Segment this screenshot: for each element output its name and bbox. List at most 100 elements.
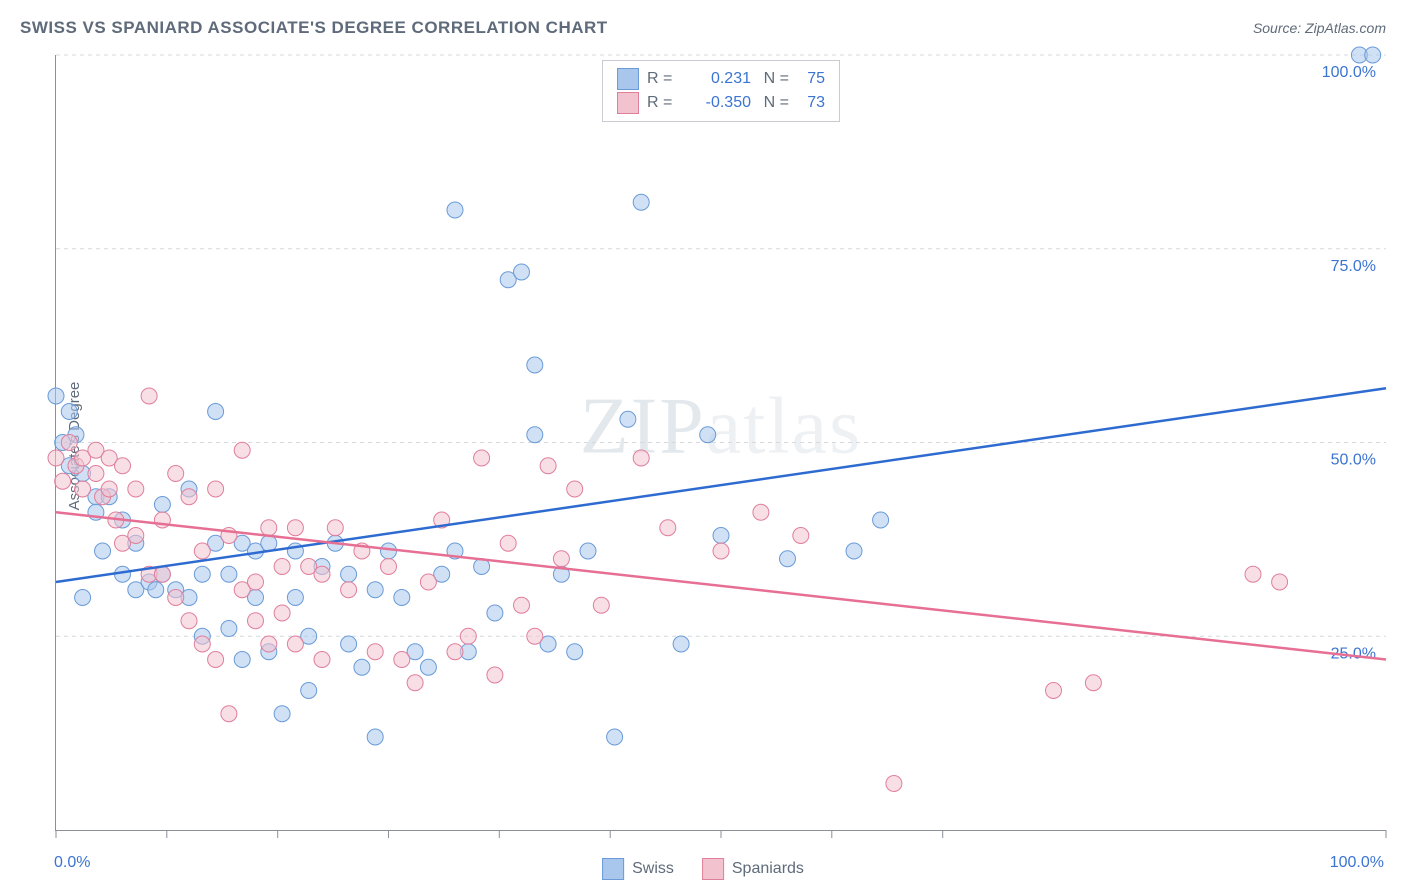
scatter-point [234, 652, 250, 668]
scatter-point [248, 613, 264, 629]
scatter-point [115, 458, 131, 474]
scatter-point [154, 566, 170, 582]
scatter-point [261, 520, 277, 536]
y-grid-label: 75.0% [1331, 258, 1376, 275]
legend-item-swiss: Swiss [602, 858, 674, 880]
scatter-point [341, 582, 357, 598]
scatter-point [367, 582, 383, 598]
scatter-point [181, 489, 197, 505]
scatter-point [527, 628, 543, 644]
y-grid-label: 100.0% [1322, 64, 1376, 81]
scatter-point [607, 729, 623, 745]
scatter-point [181, 613, 197, 629]
scatter-point [327, 520, 343, 536]
plot-area: ZIPatlas R = 0.231 N = 75 R = -0.350 N =… [55, 55, 1386, 831]
scatter-point [128, 528, 144, 544]
scatter-point [487, 605, 503, 621]
scatter-point [168, 466, 184, 482]
scatter-point [248, 574, 264, 590]
legend-series: Swiss Spaniards [602, 858, 804, 880]
chart-title: SWISS VS SPANIARD ASSOCIATE'S DEGREE COR… [20, 18, 608, 38]
scatter-svg: 25.0%50.0%75.0%100.0% [56, 55, 1386, 830]
scatter-point [394, 590, 410, 606]
scatter-point [593, 597, 609, 613]
scatter-point [447, 202, 463, 218]
source-label: Source: ZipAtlas.com [1253, 20, 1386, 36]
scatter-point [55, 473, 71, 489]
scatter-point [314, 652, 330, 668]
scatter-point [633, 194, 649, 210]
scatter-point [88, 466, 104, 482]
scatter-point [341, 566, 357, 582]
legend-label-swiss: Swiss [632, 860, 674, 878]
scatter-point [354, 659, 370, 675]
scatter-point [420, 574, 436, 590]
scatter-point [381, 543, 397, 559]
scatter-point [460, 628, 476, 644]
scatter-point [793, 528, 809, 544]
scatter-point [500, 535, 516, 551]
scatter-point [274, 605, 290, 621]
scatter-point [540, 458, 556, 474]
scatter-point [208, 481, 224, 497]
scatter-point [95, 543, 111, 559]
scatter-point [194, 543, 210, 559]
scatter-point [221, 621, 237, 637]
scatter-point [301, 683, 317, 699]
scatter-point [61, 404, 77, 420]
scatter-point [208, 652, 224, 668]
scatter-point [553, 551, 569, 567]
scatter-point [221, 566, 237, 582]
scatter-point [341, 636, 357, 652]
scatter-point [75, 481, 91, 497]
scatter-point [633, 450, 649, 466]
scatter-point [567, 481, 583, 497]
scatter-point [287, 590, 303, 606]
scatter-point [381, 559, 397, 575]
scatter-point [527, 357, 543, 373]
scatter-point [846, 543, 862, 559]
scatter-point [261, 636, 277, 652]
scatter-point [287, 636, 303, 652]
x-axis-min-label: 0.0% [54, 854, 90, 872]
legend-label-spaniards: Spaniards [732, 860, 804, 878]
scatter-point [1085, 675, 1101, 691]
scatter-point [407, 675, 423, 691]
scatter-point [194, 566, 210, 582]
scatter-point [713, 543, 729, 559]
scatter-point [48, 450, 64, 466]
scatter-point [474, 450, 490, 466]
scatter-point [394, 652, 410, 668]
scatter-point [514, 264, 530, 280]
scatter-point [168, 590, 184, 606]
scatter-point [1046, 683, 1062, 699]
scatter-point [780, 551, 796, 567]
scatter-point [61, 435, 77, 451]
scatter-point [753, 504, 769, 520]
scatter-point [873, 512, 889, 528]
scatter-point [367, 729, 383, 745]
scatter-point [154, 497, 170, 513]
scatter-point [700, 427, 716, 443]
scatter-point [580, 543, 596, 559]
scatter-point [514, 597, 530, 613]
scatter-point [48, 388, 64, 404]
swatch-spaniards [702, 858, 724, 880]
scatter-point [287, 520, 303, 536]
scatter-point [208, 404, 224, 420]
scatter-point [221, 706, 237, 722]
scatter-point [713, 528, 729, 544]
scatter-point [194, 636, 210, 652]
scatter-point [75, 590, 91, 606]
scatter-point [660, 520, 676, 536]
scatter-point [620, 411, 636, 427]
scatter-point [148, 582, 164, 598]
y-grid-label: 50.0% [1331, 452, 1376, 469]
scatter-point [673, 636, 689, 652]
scatter-point [1272, 574, 1288, 590]
scatter-point [101, 481, 117, 497]
scatter-point [274, 706, 290, 722]
scatter-point [487, 667, 503, 683]
scatter-point [367, 644, 383, 660]
scatter-point [141, 388, 157, 404]
